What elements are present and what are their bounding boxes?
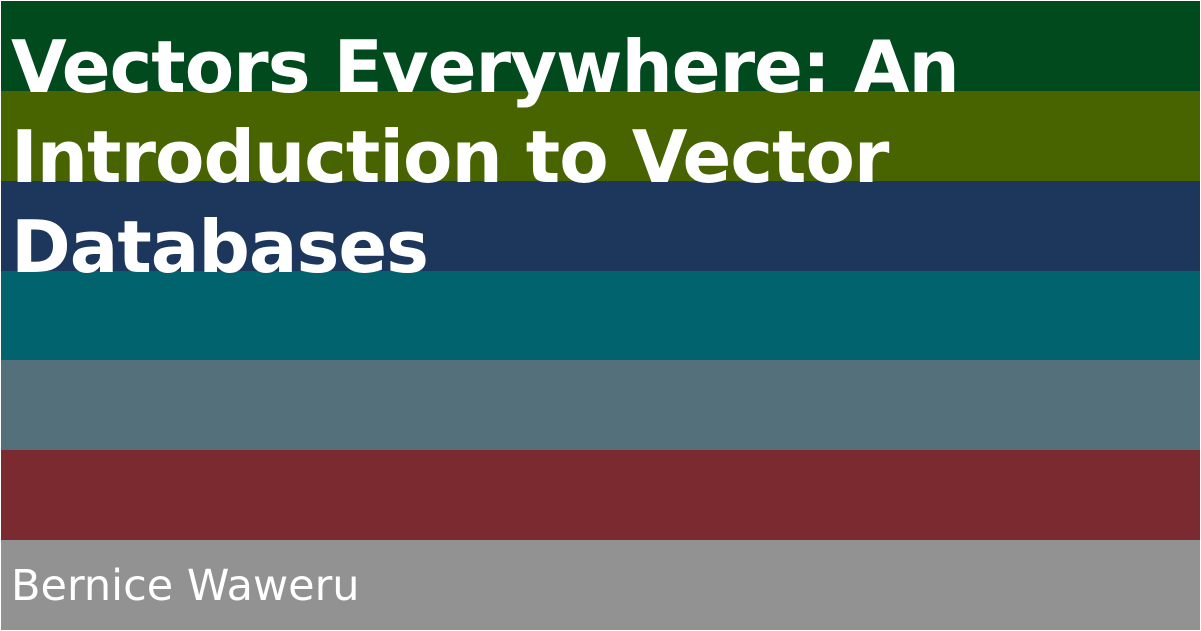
stripe-maroon	[1, 450, 1200, 541]
stripe-dark-green	[1, 1, 1200, 91]
stripe-navy	[1, 180, 1200, 271]
stripe-olive-green	[1, 90, 1200, 181]
stripe-slate-gray	[1, 360, 1200, 451]
author-name: Bernice Waweru	[11, 561, 360, 611]
stripe-light-gray	[1, 540, 1200, 631]
cover-title: Vectors Everywhere: An Introduction to V…	[11, 25, 960, 289]
stripe-teal	[1, 270, 1200, 361]
